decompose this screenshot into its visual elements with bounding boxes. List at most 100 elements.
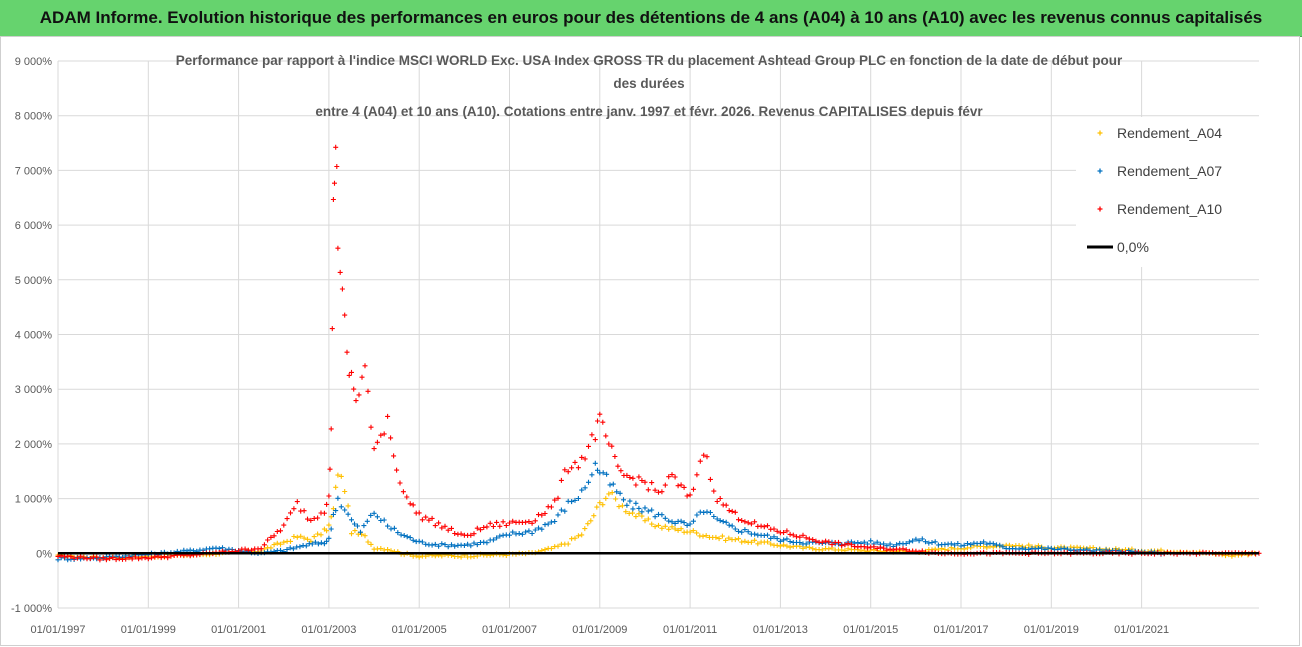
data-point-Rendement_A04 [719, 533, 725, 539]
data-point-Rendement_A10 [558, 477, 564, 483]
data-point-Rendement_A07 [884, 543, 890, 549]
y-tick-label: 0% [36, 548, 52, 560]
data-point-Rendement_A07 [562, 508, 568, 514]
data-point-Rendement_A10 [100, 555, 106, 561]
data-point-Rendement_A10 [595, 418, 600, 424]
data-point-Rendement_A04 [378, 546, 384, 551]
x-tick-label: 01/01/2019 [1024, 624, 1079, 636]
data-point-Rendement_A04 [616, 504, 622, 510]
data-point-Rendement_A07 [739, 529, 745, 535]
data-point-Rendement_A07 [923, 539, 928, 545]
data-point-Rendement_A07 [335, 495, 341, 501]
data-point-Rendement_A10 [87, 556, 93, 561]
data-point-Rendement_A04 [278, 541, 283, 547]
data-point-Rendement_A04 [781, 542, 787, 548]
data-point-Rendement_A10 [711, 488, 717, 494]
data-point-Rendement_A10 [758, 523, 764, 529]
data-point-Rendement_A10 [55, 553, 61, 559]
data-point-Rendement_A07 [490, 537, 496, 543]
data-point-Rendement_A07 [187, 547, 193, 553]
data-point-Rendement_A07 [532, 527, 538, 533]
data-point-Rendement_A10 [419, 517, 425, 523]
data-point-Rendement_A04 [305, 536, 310, 542]
data-point-Rendement_A04 [765, 539, 770, 545]
data-point-Rendement_A04 [416, 554, 422, 560]
data-point-Rendement_A07 [529, 531, 535, 536]
data-point-Rendement_A04 [839, 547, 845, 553]
data-point-Rendement_A07 [416, 538, 422, 544]
data-point-Rendement_A10 [278, 528, 283, 534]
data-point-Rendement_A07 [984, 541, 990, 547]
legend-plus-marker [1097, 130, 1103, 136]
data-point-Rendement_A07 [290, 546, 296, 552]
data-point-Rendement_A07 [523, 529, 529, 535]
data-point-Rendement_A10 [582, 456, 588, 462]
data-point-Rendement_A07 [575, 496, 581, 501]
data-point-Rendement_A10 [761, 524, 767, 530]
data-point-Rendement_A10 [507, 520, 512, 526]
data-point-Rendement_A10 [468, 532, 474, 538]
data-point-Rendement_A04 [455, 553, 461, 559]
data-point-Rendement_A10 [633, 482, 639, 488]
data-point-Rendement_A04 [548, 546, 554, 552]
data-point-Rendement_A10 [704, 454, 710, 460]
data-point-Rendement_A04 [810, 546, 816, 552]
data-point-Rendement_A10 [371, 446, 377, 452]
data-point-Rendement_A10 [732, 509, 738, 515]
data-point-Rendement_A07 [855, 540, 861, 546]
data-point-Rendement_A10 [890, 547, 896, 553]
data-point-Rendement_A07 [624, 502, 630, 508]
data-point-Rendement_A10 [149, 555, 154, 561]
data-point-Rendement_A04 [636, 511, 642, 517]
data-point-Rendement_A10 [586, 443, 591, 449]
data-point-Rendement_A04 [591, 513, 597, 519]
data-point-Rendement_A07 [474, 542, 480, 548]
data-point-Rendement_A07 [385, 523, 391, 529]
chart-title: Performance par rapport à l'indice MSCI … [176, 53, 1123, 119]
data-point-Rendement_A04 [777, 543, 783, 549]
data-point-Rendement_A10 [548, 504, 554, 510]
data-point-Rendement_A10 [649, 480, 655, 486]
data-point-Rendement_A10 [726, 508, 732, 514]
data-point-Rendement_A10 [672, 474, 678, 480]
data-point-Rendement_A07 [607, 482, 613, 488]
data-point-Rendement_A10 [281, 522, 287, 528]
data-point-Rendement_A10 [903, 547, 909, 553]
data-point-Rendement_A10 [555, 495, 561, 501]
data-point-Rendement_A10 [334, 164, 340, 169]
data-point-Rendement_A10 [404, 494, 410, 500]
data-point-Rendement_A10 [249, 547, 254, 553]
data-point-Rendement_A07 [388, 526, 394, 532]
y-tick-label: -1 000% [11, 603, 52, 615]
data-point-Rendement_A07 [887, 541, 893, 547]
data-point-Rendement_A04 [294, 534, 300, 540]
data-point-Rendement_A04 [318, 532, 324, 538]
data-point-Rendement_A07 [1000, 544, 1006, 550]
y-tick-label: 2 000% [15, 439, 53, 451]
data-point-Rendement_A07 [468, 543, 474, 549]
x-tick-label: 01/01/2001 [211, 624, 266, 636]
data-point-Rendement_A10 [291, 506, 297, 512]
data-point-Rendement_A10 [362, 363, 368, 369]
data-point-Rendement_A10 [145, 556, 151, 562]
data-point-Rendement_A10 [806, 536, 812, 542]
data-point-Rendement_A07 [633, 500, 639, 506]
data-point-Rendement_A10 [774, 528, 780, 534]
data-point-Rendement_A07 [328, 526, 334, 532]
data-point-Rendement_A04 [700, 533, 706, 539]
data-point-Rendement_A07 [1016, 546, 1022, 552]
data-point-Rendement_A10 [669, 472, 675, 478]
data-point-Rendement_A10 [432, 523, 438, 529]
legend-plus-marker [1097, 168, 1103, 174]
data-point-Rendement_A04 [662, 523, 668, 529]
data-point-Rendement_A10 [603, 433, 609, 439]
data-point-Rendement_A07 [582, 485, 588, 491]
data-point-Rendement_A04 [784, 543, 790, 549]
data-point-Rendement_A10 [284, 516, 290, 522]
data-point-Rendement_A04 [736, 536, 741, 542]
performance-scatter-chart: 9 000% 8 000% 7 000% 6 000% 5 000% 4 000% 3 00… [11, 53, 1266, 636]
data-point-Rendement_A04 [362, 533, 368, 539]
data-point-Rendement_A10 [356, 392, 362, 398]
data-point-Rendement_A04 [582, 526, 588, 532]
data-point-Rendement_A07 [364, 518, 370, 524]
